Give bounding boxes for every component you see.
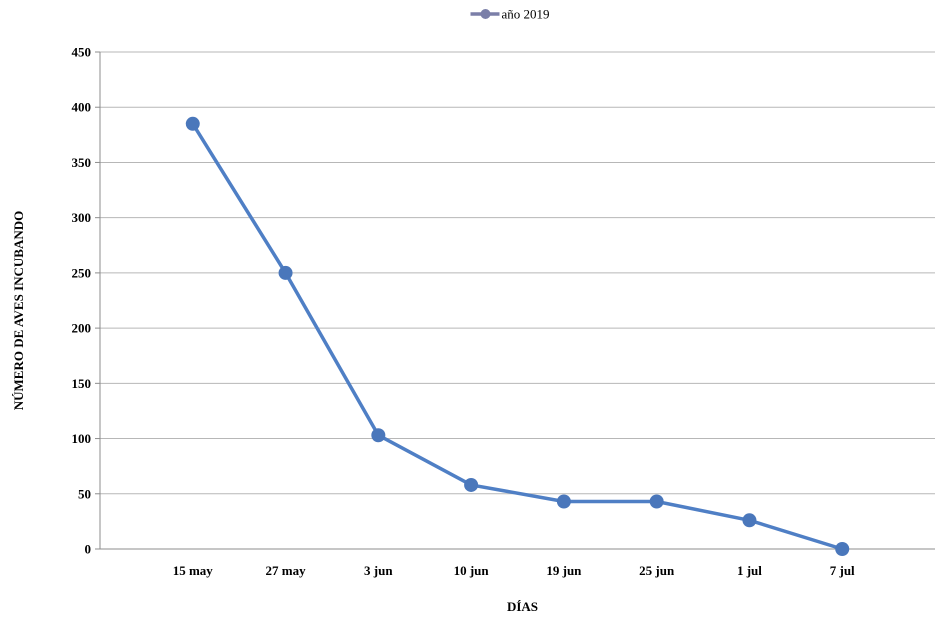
grid-lines — [100, 51, 935, 495]
x-tick-label: 25 jun — [639, 563, 675, 578]
y-tick-label: 300 — [72, 210, 92, 225]
axes — [95, 51, 935, 550]
x-tick-label: 27 may — [266, 563, 307, 578]
y-axis-title: NÚMERO DE AVES INCUBANDO — [11, 211, 26, 410]
y-tick-label: 200 — [72, 321, 92, 336]
data-point — [742, 513, 757, 528]
data-point — [649, 494, 664, 509]
y-tick-label: 50 — [78, 486, 91, 501]
legend-label: año 2019 — [502, 7, 550, 22]
data-point — [835, 542, 850, 556]
data-point — [185, 116, 200, 131]
legend: año 2019 — [470, 7, 550, 22]
series-line — [191, 122, 844, 551]
x-tick-label: 19 jun — [546, 563, 582, 578]
x-tick-label: 10 jun — [454, 563, 490, 578]
data-point — [464, 477, 479, 492]
y-tick-label: 350 — [72, 155, 92, 170]
y-tick-label: 250 — [72, 265, 92, 280]
data-point — [371, 428, 386, 443]
legend-marker-swatch — [480, 9, 491, 19]
x-tick-labels: 15 may 27 may 3 jun 10 jun 19 jun 25 jun 1 jul… — [173, 563, 855, 578]
x-tick-label: 1 jul — [737, 563, 762, 578]
y-tick-label: 100 — [72, 431, 92, 446]
x-axis-title: DÍAS — [507, 599, 538, 614]
data-point — [556, 494, 571, 509]
x-tick-label: 3 jun — [364, 563, 393, 578]
x-tick-label: 15 may — [173, 563, 214, 578]
y-tick-label: 400 — [72, 100, 92, 115]
y-tick-label: 450 — [72, 45, 92, 60]
y-tick-label: 150 — [72, 376, 92, 391]
x-tick-label: 7 jul — [830, 563, 855, 578]
series — [185, 116, 850, 556]
data-point — [278, 265, 293, 280]
y-tick-labels: 0 50 100 150 200 250 300 350 400 450 — [72, 45, 92, 557]
y-tick-label: 0 — [85, 542, 92, 557]
